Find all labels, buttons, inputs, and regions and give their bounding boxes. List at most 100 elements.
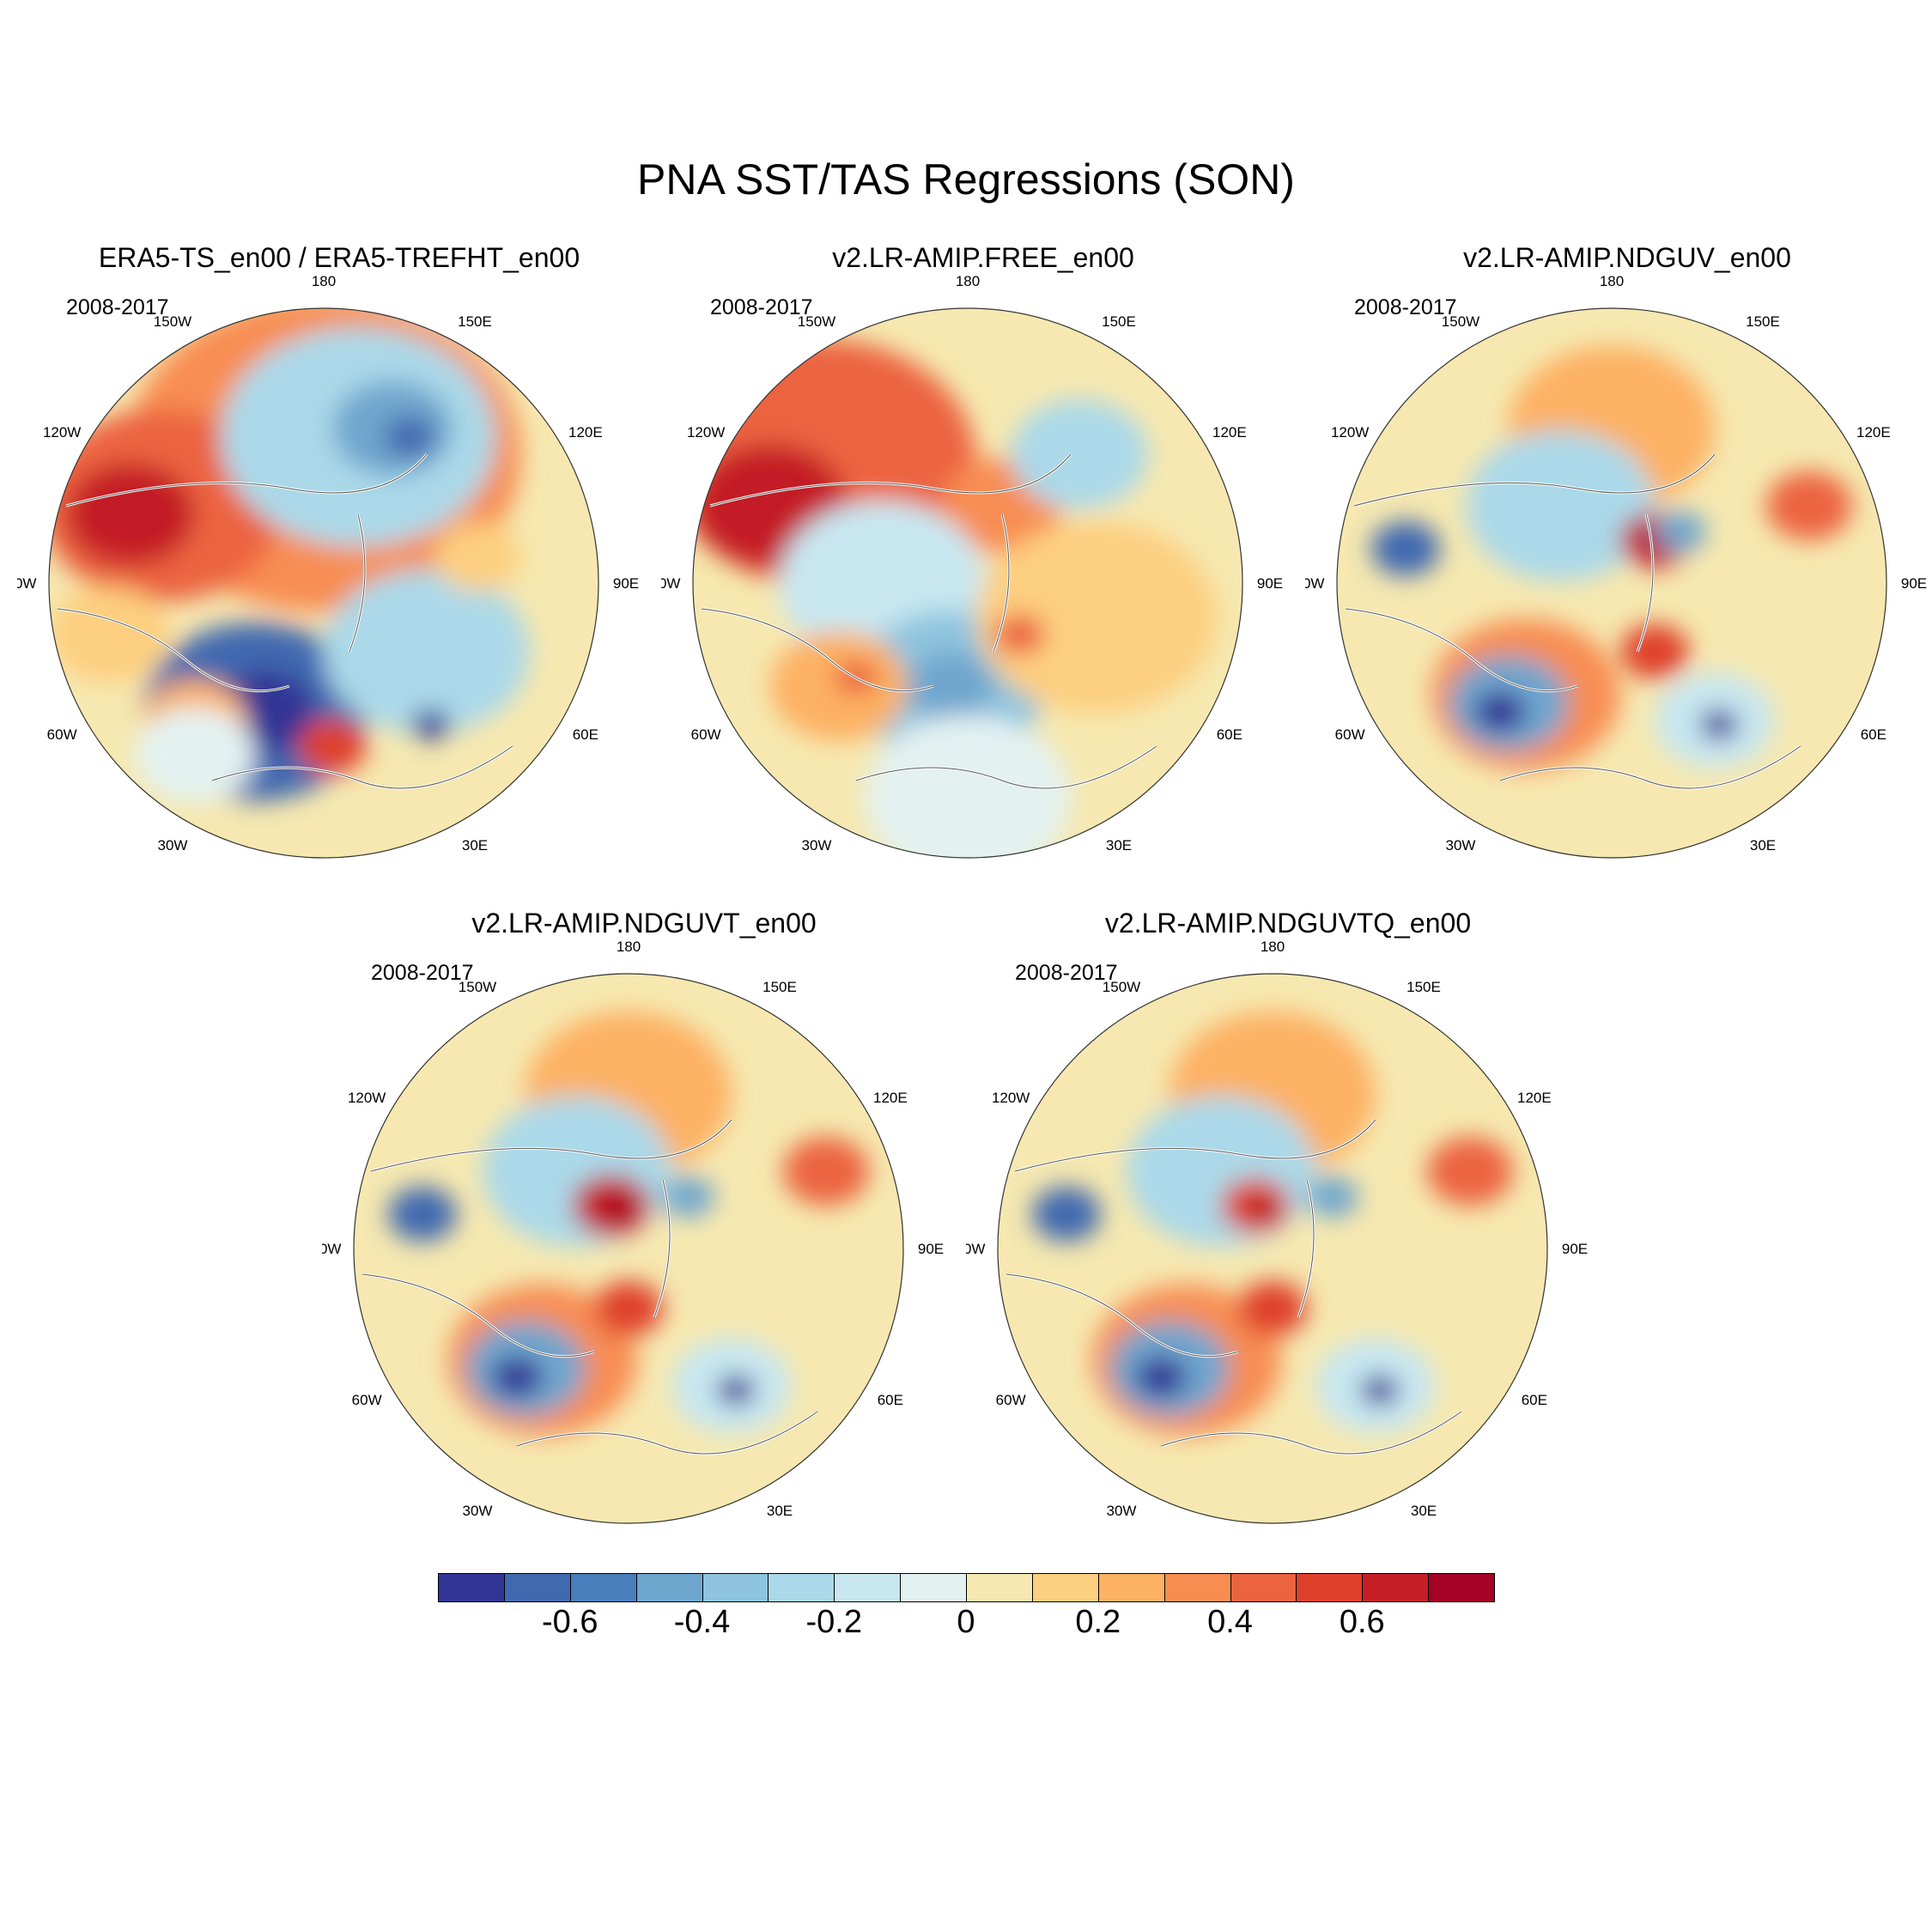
colorbar-tick-label: 0.4 bbox=[1207, 1604, 1253, 1640]
anomaly-patch bbox=[1238, 1281, 1307, 1336]
longitude-label: 60W bbox=[691, 726, 721, 743]
longitude-label: 90E bbox=[918, 1241, 944, 1257]
longitude-label: 150E bbox=[1746, 313, 1780, 330]
longitude-label: 120E bbox=[1517, 1090, 1552, 1106]
anomaly-patch bbox=[1620, 624, 1689, 679]
longitude-label: 60W bbox=[996, 1392, 1026, 1408]
longitude-label: 120W bbox=[43, 424, 81, 440]
anomaly-patch bbox=[1011, 399, 1148, 509]
map-boundary bbox=[1336, 307, 1887, 859]
colorbar-cell bbox=[768, 1573, 835, 1602]
anomaly-patch bbox=[717, 1375, 755, 1406]
longitude-label: 120W bbox=[687, 424, 725, 440]
longitude-label: 60E bbox=[878, 1392, 903, 1408]
longitude-label: 60W bbox=[1335, 726, 1365, 743]
longitude-label: 150E bbox=[1406, 979, 1441, 995]
figure-title: PNA SST/TAS Regressions (SON) bbox=[637, 155, 1295, 204]
longitude-label: 180 bbox=[312, 273, 336, 289]
colorbar-cell bbox=[635, 1573, 703, 1602]
coastline bbox=[1345, 453, 1801, 789]
longitude-label: 90E bbox=[1562, 1241, 1588, 1257]
anomaly-patch bbox=[1127, 1096, 1315, 1247]
longitude-label: 60W bbox=[47, 726, 77, 743]
panel-ndguvt: v2.LR-AMIP.NDGUVT_en00 2008-2017 180 150E… bbox=[322, 908, 966, 1543]
longitude-label: 90E bbox=[1901, 575, 1927, 592]
longitude-label: 150E bbox=[1102, 313, 1136, 330]
longitude-label: 120E bbox=[1856, 424, 1891, 440]
longitude-label: 30W bbox=[1446, 837, 1476, 854]
longitude-label: 150W bbox=[1442, 313, 1479, 330]
panel-ndguv: v2.LR-AMIP.NDGUV_en00 2008-2017 180 150E 1… bbox=[1305, 242, 1932, 878]
regression-field bbox=[1337, 308, 1886, 858]
longitude-label: 60W bbox=[352, 1392, 382, 1408]
anomaly-patch bbox=[594, 1281, 663, 1336]
anomaly-patch bbox=[1766, 471, 1852, 540]
anomaly-patch bbox=[1700, 709, 1738, 740]
longitude-label: 30E bbox=[462, 837, 488, 854]
anomaly-patch bbox=[865, 715, 1071, 858]
polar-map: 180150E120E90E60E30E030W60W90W120W150W bbox=[17, 273, 639, 859]
anomaly-patch bbox=[435, 523, 521, 592]
period-label: 2008-2017 bbox=[1354, 295, 1457, 319]
longitude-label: 90E bbox=[1257, 575, 1283, 592]
anomaly-patch bbox=[1655, 511, 1706, 552]
coastline bbox=[57, 453, 513, 789]
polar-map: 180150E120E90E60E30E030W60W90W120W150W bbox=[322, 939, 944, 1524]
longitude-label: 120E bbox=[1212, 424, 1247, 440]
colorbar-cell bbox=[1428, 1573, 1495, 1602]
longitude-label: 180 bbox=[956, 273, 980, 289]
longitude-label: 120W bbox=[992, 1090, 1030, 1106]
colorbar-cell bbox=[1230, 1573, 1297, 1602]
polar-map: 180150E120E90E60E30E030W60W90W120W150W bbox=[661, 273, 1283, 859]
anomaly-patch bbox=[605, 1197, 635, 1223]
panel-free: v2.LR-AMIP.FREE_en00 2008-2017 180 150E 12… bbox=[661, 242, 1305, 878]
anomaly-patch bbox=[49, 586, 169, 683]
longitude-label: 90W bbox=[1305, 575, 1324, 592]
colorbar-cell bbox=[438, 1573, 505, 1602]
anomaly-patch bbox=[1427, 1137, 1513, 1206]
coastline bbox=[1005, 1119, 1462, 1455]
anomaly-patch bbox=[1307, 1176, 1358, 1218]
longitude-label: 120W bbox=[1331, 424, 1369, 440]
colorbar bbox=[438, 1573, 1495, 1604]
colorbar-cell bbox=[503, 1573, 571, 1602]
longitude-label: 30E bbox=[1750, 837, 1776, 854]
longitude-label: 90W bbox=[661, 575, 680, 592]
longitude-label: 180 bbox=[1600, 273, 1624, 289]
anomaly-patch bbox=[66, 463, 195, 566]
longitude-label: 120E bbox=[568, 424, 603, 440]
longitude-label: 120E bbox=[873, 1090, 908, 1106]
longitude-label: 30W bbox=[802, 837, 832, 854]
longitude-label: 60E bbox=[1522, 1392, 1547, 1408]
longitude-label: 150E bbox=[762, 979, 797, 995]
colorbar-cell bbox=[1097, 1573, 1165, 1602]
longitude-label: 90W bbox=[322, 1241, 341, 1257]
anomaly-patch bbox=[663, 1176, 714, 1218]
anomaly-patch bbox=[1361, 1375, 1399, 1406]
anomaly-patch bbox=[324, 569, 530, 734]
colorbar-cell bbox=[1362, 1573, 1430, 1602]
anomaly-patch bbox=[993, 614, 1045, 655]
colorbar-cell bbox=[1031, 1573, 1099, 1602]
anomaly-patch bbox=[412, 709, 450, 740]
polar-map: 180150E120E90E60E30E030W60W90W120W150W bbox=[1305, 273, 1927, 859]
regression-field bbox=[354, 974, 903, 1523]
anomaly-patch bbox=[1250, 1199, 1278, 1221]
panel-title: v2.LR-AMIP.FREE_en00 bbox=[832, 242, 1134, 273]
longitude-label: 30E bbox=[1106, 837, 1132, 854]
colorbar-tick-label: 0.2 bbox=[1075, 1604, 1121, 1640]
longitude-label: 150W bbox=[1103, 979, 1140, 995]
colorbar-tick-label: -0.2 bbox=[805, 1604, 862, 1640]
panel-era5: ERA5-TS_en00 / ERA5-TREFHT_en00 2008-201… bbox=[17, 242, 661, 878]
coastline bbox=[701, 453, 1157, 789]
regression-field bbox=[693, 308, 1242, 858]
colorbar-tick-label: -0.6 bbox=[542, 1604, 598, 1640]
map-boundary bbox=[997, 973, 1548, 1524]
map-boundary bbox=[353, 973, 904, 1524]
period-label: 2008-2017 bbox=[710, 295, 813, 319]
longitude-label: 180 bbox=[1261, 939, 1285, 955]
colorbar-tick-label: 0 bbox=[957, 1604, 975, 1640]
anomaly-patch bbox=[483, 1096, 671, 1247]
longitude-label: 60E bbox=[573, 726, 598, 743]
colorbar-cell bbox=[702, 1573, 769, 1602]
